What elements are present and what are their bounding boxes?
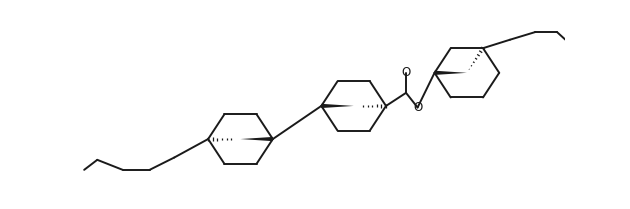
Text: O: O	[401, 66, 411, 79]
Polygon shape	[241, 137, 273, 141]
Polygon shape	[321, 104, 353, 108]
Polygon shape	[435, 71, 467, 75]
Text: O: O	[413, 101, 422, 114]
